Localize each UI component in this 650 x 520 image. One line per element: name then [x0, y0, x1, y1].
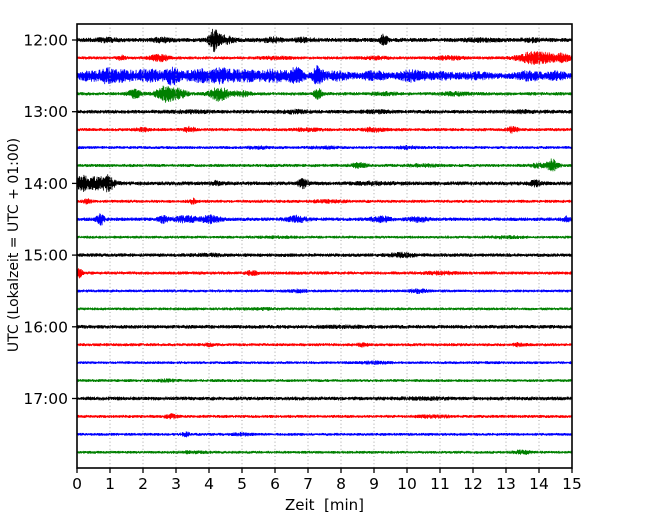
seismogram-trace-12:15 — [76, 51, 573, 65]
seismogram-trace-17:30 — [76, 431, 573, 438]
seismogram-trace-17:45 — [76, 449, 573, 455]
y-tick-label-13:00: 13:00 — [23, 103, 68, 121]
seismogram-trace-15:45 — [76, 306, 573, 311]
x-tick-label-5: 5 — [237, 475, 247, 493]
seismogram-trace-14:15 — [76, 197, 573, 205]
seismogram-trace-12:45 — [76, 85, 573, 103]
x-tick-label-12: 12 — [463, 475, 483, 493]
x-tick-label-7: 7 — [303, 475, 313, 493]
seismogram-trace-16:00 — [76, 324, 573, 330]
x-axis-label: Zeit [min] — [284, 496, 365, 514]
seismogram-trace-15:15 — [76, 268, 573, 279]
x-tick-label-9: 9 — [369, 475, 379, 493]
seismogram-trace-17:15 — [76, 413, 573, 420]
x-tick-label-8: 8 — [336, 475, 346, 493]
seismogram-trace-13:30 — [76, 144, 573, 151]
seismogram-trace-16:30 — [76, 360, 573, 365]
x-tick-label-15: 15 — [562, 475, 582, 493]
seismogram-trace-13:15 — [76, 125, 573, 134]
seismogram-trace-12:00 — [76, 28, 573, 53]
x-tick-label-4: 4 — [204, 475, 214, 493]
y-tick-label-16:00: 16:00 — [23, 318, 68, 336]
seismogram-trace-17:00 — [76, 396, 573, 402]
x-tick-label-6: 6 — [270, 475, 280, 493]
y-tick-label-17:00: 17:00 — [23, 390, 68, 408]
seismogram-trace-13:00 — [76, 108, 573, 115]
seismogram-trace-16:45 — [76, 378, 573, 383]
x-tick-label-2: 2 — [138, 475, 148, 493]
y-tick-label-12:00: 12:00 — [23, 32, 68, 50]
seismogram-trace-14:30 — [76, 213, 573, 226]
seismogram-trace-16:15 — [76, 341, 573, 348]
y-tick-label-15:00: 15:00 — [23, 247, 68, 265]
seismogram-trace-15:00 — [76, 251, 573, 259]
x-tick-label-13: 13 — [496, 475, 516, 493]
plot-frame — [76, 23, 573, 469]
x-tick-label-14: 14 — [529, 475, 549, 493]
seismogram-trace-14:45 — [76, 235, 573, 240]
x-tick-label-11: 11 — [430, 475, 450, 493]
seismogram-trace-13:45 — [76, 158, 573, 172]
x-tick-label-10: 10 — [397, 475, 417, 493]
y-tick-label-14:00: 14:00 — [23, 175, 68, 193]
seismogram-trace-15:30 — [76, 288, 573, 295]
y-axis-label: UTC (Lokalzeit = UTC + 01:00) — [6, 137, 22, 353]
seismogram-trace-12:30 — [76, 65, 573, 86]
x-tick-label-0: 0 — [72, 475, 82, 493]
x-tick-label-3: 3 — [171, 475, 181, 493]
seismogram-trace-14:00 — [76, 174, 573, 193]
x-tick-label-1: 1 — [105, 475, 115, 493]
